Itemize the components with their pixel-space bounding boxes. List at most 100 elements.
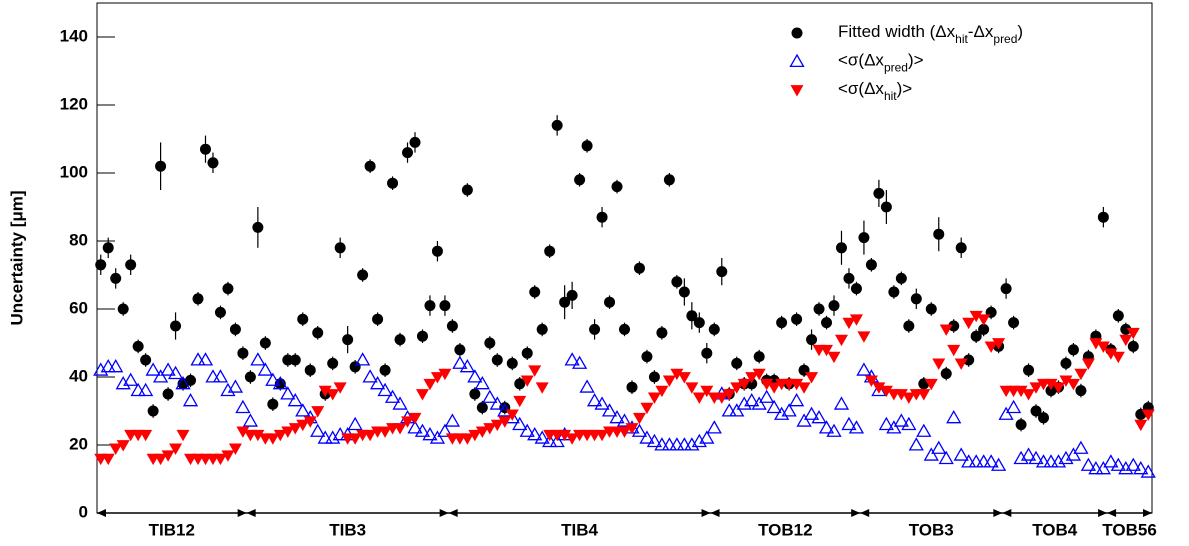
data-point — [678, 286, 690, 298]
data-point — [564, 352, 580, 366]
legend-label-part: hit — [955, 32, 968, 46]
data-point — [706, 420, 722, 434]
data-point — [544, 245, 556, 257]
data-point — [879, 385, 893, 398]
data-point — [961, 454, 977, 468]
data-point — [527, 426, 543, 441]
data-point — [521, 347, 533, 359]
data-point — [363, 429, 377, 442]
data-point — [482, 389, 498, 403]
data-point — [1133, 460, 1149, 475]
data-point — [805, 372, 819, 384]
data-point — [454, 344, 466, 356]
data-point — [655, 385, 669, 398]
data-point — [461, 184, 473, 196]
data-point — [939, 324, 953, 336]
data-point — [813, 303, 825, 315]
data-point — [529, 286, 541, 298]
arrow-head — [701, 509, 711, 517]
data-point — [1080, 457, 1097, 471]
data-point — [983, 454, 999, 468]
data-point — [631, 423, 648, 437]
legend-label: Fitted width (Δxhit-Δxpred) — [838, 22, 1023, 46]
data-point — [221, 450, 235, 462]
data-point — [154, 453, 168, 466]
data-point — [251, 429, 265, 442]
data-point — [633, 262, 645, 274]
data-point — [519, 423, 535, 437]
data-point — [467, 369, 483, 383]
data-point — [835, 242, 847, 254]
data-point — [1059, 375, 1073, 387]
data-point — [1081, 358, 1095, 370]
data-point — [160, 362, 176, 376]
data-point — [437, 423, 453, 437]
data-point — [963, 354, 975, 366]
legend-label-part: hit — [884, 89, 897, 103]
data-point — [489, 396, 505, 410]
data-point — [505, 409, 519, 421]
data-point — [990, 457, 1007, 471]
data-point — [109, 443, 123, 455]
data-point — [886, 420, 902, 434]
data-point — [123, 372, 139, 386]
data-point — [138, 382, 154, 397]
data-point — [676, 437, 692, 451]
data-point — [856, 362, 872, 376]
data-point — [670, 368, 684, 381]
data-point — [297, 313, 309, 325]
data-point — [841, 416, 857, 431]
data-point — [250, 352, 266, 366]
data-point — [661, 437, 678, 451]
data-point — [1000, 283, 1012, 295]
data-point — [916, 423, 932, 437]
data-point — [1127, 340, 1139, 352]
arrow-head — [860, 509, 870, 517]
data-point — [252, 221, 264, 233]
data-point — [220, 382, 236, 397]
data-point — [648, 371, 660, 383]
data-point — [654, 437, 670, 451]
data-point — [1060, 357, 1072, 369]
data-point — [640, 402, 654, 415]
data-point — [1075, 385, 1087, 397]
data-point — [818, 420, 835, 434]
data-point — [1067, 344, 1079, 356]
data-point — [992, 338, 1006, 350]
data-point — [152, 369, 169, 383]
data-point — [730, 382, 744, 394]
y-tick-label: 120 — [60, 94, 88, 113]
data-point — [125, 259, 137, 271]
data-point — [1005, 399, 1022, 414]
arrow-head — [1098, 509, 1108, 517]
data-point — [1118, 460, 1134, 475]
data-point — [632, 412, 646, 425]
data-point — [452, 355, 468, 369]
data-point — [169, 443, 183, 455]
data-point — [229, 323, 241, 335]
data-point — [469, 388, 481, 400]
data-point — [969, 310, 983, 323]
data-point — [1140, 464, 1156, 478]
data-point — [1050, 454, 1067, 468]
data-point — [616, 413, 633, 427]
data-point — [415, 389, 429, 401]
data-point — [873, 187, 885, 199]
data-point — [175, 375, 191, 390]
data-point — [513, 395, 527, 408]
data-point — [1126, 327, 1140, 340]
data-point — [303, 416, 317, 428]
data-point — [641, 351, 653, 363]
data-point — [512, 416, 528, 431]
data-point — [604, 296, 616, 308]
data-point — [416, 330, 428, 342]
data-point — [312, 327, 324, 339]
data-point — [392, 396, 408, 410]
y-tick-label: 140 — [60, 26, 88, 45]
data-point — [872, 382, 886, 394]
region-arrow — [97, 509, 247, 517]
data-point — [1125, 457, 1141, 471]
data-point — [609, 409, 625, 424]
data-point — [422, 426, 438, 441]
data-point — [115, 375, 131, 390]
